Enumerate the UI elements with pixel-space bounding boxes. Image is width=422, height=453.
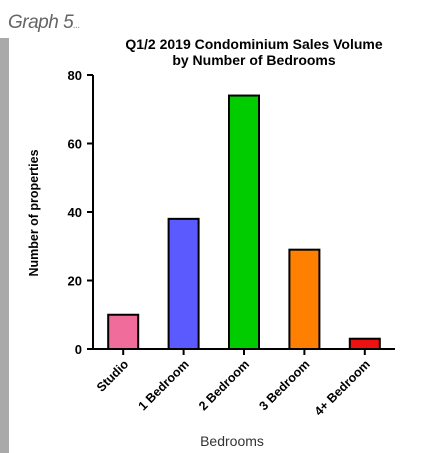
x-tick-label: 4+ Bedroom [312, 357, 373, 418]
bar [107, 313, 140, 350]
x-tick-label: Studio [94, 357, 132, 395]
chart-bars [107, 94, 381, 351]
y-tick-label: 20 [68, 274, 82, 289]
figure-label: Graph 5... [8, 12, 80, 34]
y-tick-label: 40 [68, 205, 82, 220]
left-border-stripe [0, 38, 9, 453]
x-tick-label: 2 Bedroom [196, 357, 252, 413]
bar [348, 337, 381, 351]
bar [288, 248, 321, 350]
y-tick-label: 0 [75, 342, 82, 357]
bar [228, 94, 260, 350]
x-tick-labels: Studio 1 Bedroom 2 Bedroom 3 Bedroom 4+ Bedr… [94, 357, 373, 418]
y-axis-label: Number of properties [27, 149, 41, 276]
y-tick-label: 60 [68, 137, 82, 152]
x-axis-label: Bedrooms [200, 433, 264, 449]
bar [167, 217, 200, 350]
x-tick-label: 3 Bedroom [256, 357, 312, 413]
figure-label-dots: ... [73, 20, 80, 31]
y-tick-label: 80 [68, 68, 82, 83]
figure-label-text: Graph 5 [8, 12, 74, 33]
x-tick-label: 1 Bedroom [136, 357, 192, 413]
chart-title-line1: Q1/2 2019 Condominium Sales Volume [125, 36, 382, 52]
y-tick-labels: 0 20 40 60 80 [68, 68, 82, 357]
chart-title-line2: by Number of Bedrooms [172, 52, 336, 68]
